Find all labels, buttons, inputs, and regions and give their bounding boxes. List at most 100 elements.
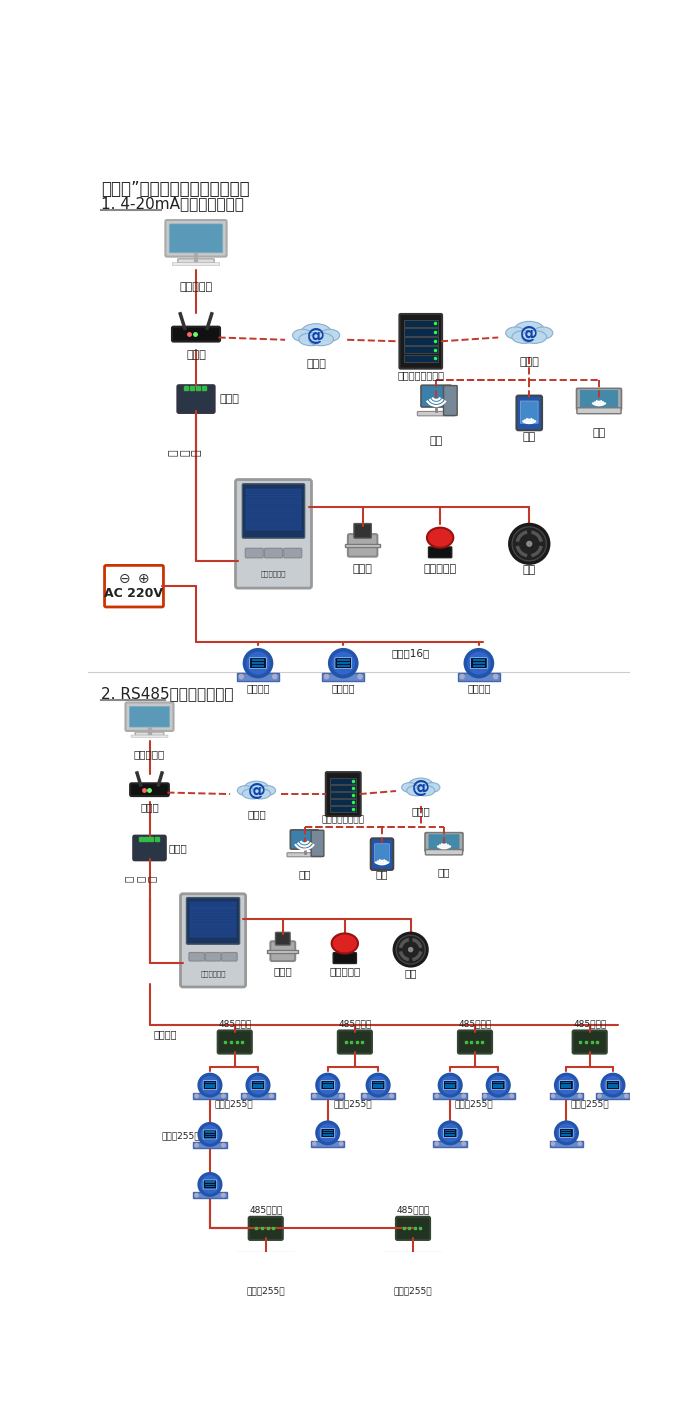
Circle shape <box>222 1144 225 1147</box>
Circle shape <box>555 1121 578 1144</box>
Ellipse shape <box>427 528 454 547</box>
Text: 485中继器: 485中继器 <box>573 1019 606 1029</box>
Bar <box>190 931 236 937</box>
Bar <box>241 1093 274 1099</box>
Circle shape <box>272 674 276 678</box>
Ellipse shape <box>402 782 418 792</box>
FancyBboxPatch shape <box>400 314 442 369</box>
Circle shape <box>222 1193 225 1197</box>
Bar <box>482 1093 515 1099</box>
Text: 电磁阀: 电磁阀 <box>353 564 372 574</box>
Circle shape <box>199 1074 221 1096</box>
Text: 路由器: 路由器 <box>186 350 206 360</box>
FancyBboxPatch shape <box>203 1180 217 1189</box>
Bar <box>220 1279 253 1286</box>
FancyBboxPatch shape <box>443 1128 457 1137</box>
FancyBboxPatch shape <box>371 839 393 870</box>
Circle shape <box>552 1095 554 1097</box>
Circle shape <box>199 1123 221 1145</box>
Circle shape <box>199 1173 221 1196</box>
Bar <box>404 338 438 345</box>
Circle shape <box>249 1076 267 1093</box>
Ellipse shape <box>407 785 427 796</box>
FancyBboxPatch shape <box>428 547 452 557</box>
Circle shape <box>431 1261 454 1283</box>
Text: 可连接255台: 可连接255台 <box>455 1100 493 1109</box>
Text: 转换器: 转换器 <box>168 843 187 853</box>
Ellipse shape <box>414 785 435 796</box>
Ellipse shape <box>293 329 312 342</box>
Circle shape <box>247 1074 270 1096</box>
Text: 485中继器: 485中继器 <box>396 1206 430 1214</box>
Text: 声光报警器: 声光报警器 <box>329 967 360 976</box>
FancyBboxPatch shape <box>203 1130 217 1138</box>
FancyBboxPatch shape <box>270 941 295 961</box>
Text: 电磁阀: 电磁阀 <box>274 967 292 976</box>
Bar <box>330 785 356 791</box>
Circle shape <box>454 1280 458 1285</box>
FancyBboxPatch shape <box>104 566 163 606</box>
FancyBboxPatch shape <box>321 1128 335 1137</box>
Bar <box>337 660 349 661</box>
Circle shape <box>270 1095 273 1097</box>
FancyBboxPatch shape <box>425 833 463 851</box>
Bar <box>246 504 300 509</box>
Circle shape <box>244 649 272 677</box>
FancyBboxPatch shape <box>265 549 283 557</box>
Circle shape <box>465 649 493 677</box>
FancyBboxPatch shape <box>577 388 622 409</box>
Text: @: @ <box>412 779 430 798</box>
FancyBboxPatch shape <box>312 830 324 857</box>
Text: 终端: 终端 <box>592 428 606 439</box>
FancyBboxPatch shape <box>205 953 221 961</box>
Circle shape <box>368 1280 372 1285</box>
Circle shape <box>483 1095 486 1097</box>
Bar <box>246 523 300 530</box>
Bar <box>473 660 485 661</box>
Ellipse shape <box>514 321 544 338</box>
Bar <box>550 1141 583 1147</box>
Bar <box>246 516 300 523</box>
FancyBboxPatch shape <box>135 732 164 736</box>
Ellipse shape <box>424 782 440 792</box>
Text: 风机: 风机 <box>405 968 417 978</box>
Bar <box>330 792 356 798</box>
FancyBboxPatch shape <box>131 734 168 737</box>
Circle shape <box>201 1076 218 1093</box>
Circle shape <box>487 1074 510 1096</box>
Text: @: @ <box>248 782 265 801</box>
Circle shape <box>307 1280 310 1285</box>
Circle shape <box>243 1095 246 1097</box>
Ellipse shape <box>299 333 323 346</box>
Circle shape <box>248 1280 251 1285</box>
Circle shape <box>442 1124 459 1141</box>
Text: 485中继器: 485中继器 <box>338 1019 372 1029</box>
Text: 485中继器: 485中继器 <box>249 1206 282 1214</box>
Ellipse shape <box>301 324 331 340</box>
FancyBboxPatch shape <box>354 523 371 537</box>
Bar <box>252 666 265 667</box>
Bar <box>322 673 364 681</box>
Circle shape <box>363 1095 366 1097</box>
Circle shape <box>228 1263 245 1280</box>
Circle shape <box>195 1193 198 1197</box>
FancyBboxPatch shape <box>178 259 214 263</box>
FancyBboxPatch shape <box>580 390 618 408</box>
Bar <box>550 1093 583 1099</box>
Circle shape <box>439 1074 461 1096</box>
Text: 信号输出: 信号输出 <box>246 684 270 694</box>
FancyBboxPatch shape <box>428 834 460 850</box>
Circle shape <box>510 1095 513 1097</box>
Ellipse shape <box>533 326 553 339</box>
Circle shape <box>462 1095 466 1097</box>
Text: 互联网: 互联网 <box>412 806 430 816</box>
Bar <box>433 1093 467 1099</box>
FancyBboxPatch shape <box>377 1266 391 1276</box>
Bar <box>190 926 236 931</box>
Text: 485中继器: 485中继器 <box>458 1019 491 1029</box>
Circle shape <box>527 542 532 546</box>
Circle shape <box>316 1074 339 1096</box>
Text: 报警控制主机: 报警控制主机 <box>260 570 286 577</box>
FancyBboxPatch shape <box>577 408 621 414</box>
Text: 手机: 手机 <box>376 870 389 879</box>
